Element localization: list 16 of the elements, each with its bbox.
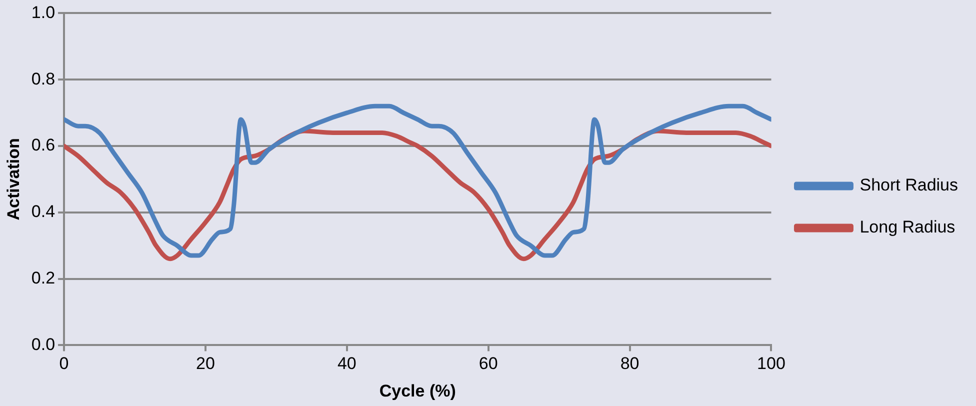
x-axis-title: Cycle (%) (379, 381, 456, 400)
y-axis-title: Activation (4, 138, 23, 220)
y-tick-label: 0.8 (31, 69, 56, 88)
x-tick-label: 0 (59, 354, 69, 374)
y-tick-label: 1.0 (31, 2, 56, 22)
y-tick-label: 0.2 (31, 268, 56, 288)
x-tick-label: 60 (478, 354, 498, 374)
x-tick-label: 20 (196, 354, 215, 374)
x-tick-label: 100 (757, 354, 786, 374)
y-tick-label: 0.4 (31, 202, 56, 222)
y-tick-label: 0.0 (31, 334, 56, 354)
legend-label: Short Radius (860, 176, 958, 195)
y-tick-label: 0.6 (31, 136, 56, 155)
legend-label: Long Radius (860, 218, 956, 237)
x-tick-label: 40 (337, 354, 356, 374)
x-tick-label: 80 (620, 354, 640, 374)
